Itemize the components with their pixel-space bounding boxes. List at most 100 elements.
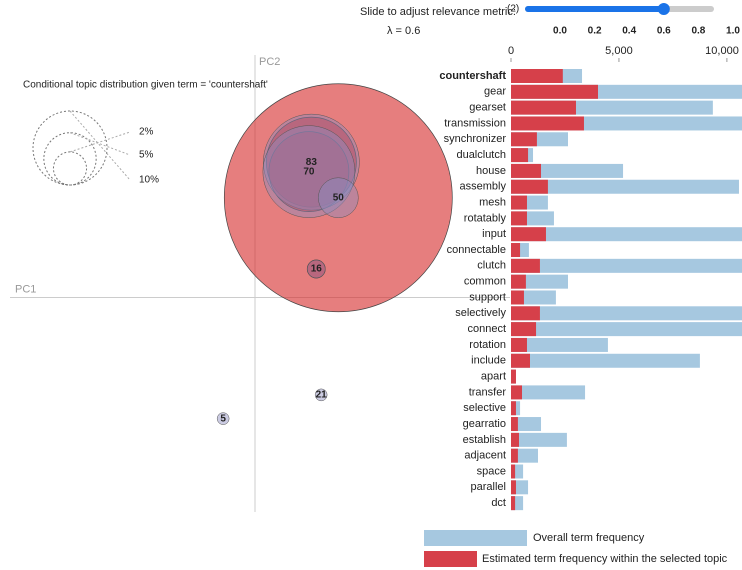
slider-note: (2) bbox=[507, 4, 519, 15]
pc1-label: PC1 bbox=[15, 283, 36, 295]
size-circle bbox=[43, 132, 97, 186]
bar bbox=[511, 195, 527, 210]
lambda: λ = 0.6 bbox=[387, 25, 420, 37]
bar bbox=[511, 337, 527, 352]
topic-label: 21 bbox=[316, 390, 328, 401]
term-label[interactable]: gearratio bbox=[463, 418, 506, 430]
bar bbox=[511, 258, 540, 273]
term-label[interactable]: clutch bbox=[477, 260, 506, 272]
term-label[interactable]: connect bbox=[467, 323, 506, 335]
term-label[interactable]: include bbox=[471, 355, 506, 367]
topic-label: 16 bbox=[311, 264, 323, 275]
pc2-label: PC2 bbox=[259, 56, 280, 68]
term-label[interactable]: connectable bbox=[447, 244, 506, 256]
size-legend-title: Conditional topic distribution given ter… bbox=[23, 80, 268, 91]
term-label[interactable]: rotation bbox=[469, 339, 506, 351]
term-label[interactable]: synchronizer bbox=[444, 133, 507, 145]
size-circle bbox=[32, 110, 108, 186]
term-label[interactable]: dualclutch bbox=[456, 149, 506, 161]
term-label[interactable]: transfer bbox=[469, 386, 507, 398]
term-label[interactable]: input bbox=[482, 228, 506, 240]
slider-label: Slide to adjust relevance metric: bbox=[360, 6, 516, 18]
topic-circle[interactable] bbox=[262, 125, 356, 218]
legend-swatch bbox=[424, 530, 527, 546]
term-label[interactable]: parallel bbox=[471, 481, 506, 493]
bar bbox=[511, 448, 518, 463]
size-circle bbox=[52, 151, 88, 186]
bar bbox=[511, 496, 516, 511]
bar bbox=[511, 306, 742, 321]
term-label[interactable]: gear bbox=[484, 86, 506, 98]
bar bbox=[511, 163, 542, 178]
bar bbox=[511, 417, 518, 432]
bar bbox=[511, 353, 530, 368]
size-leader bbox=[69, 132, 131, 156]
size-leader bbox=[69, 131, 131, 153]
bar bbox=[511, 148, 529, 163]
bar bbox=[511, 464, 516, 479]
term-label[interactable]: assembly bbox=[460, 181, 507, 193]
bar bbox=[511, 417, 542, 432]
term-circle bbox=[268, 131, 350, 212]
term-label[interactable]: selective bbox=[463, 402, 506, 414]
term-label[interactable]: countershaft bbox=[439, 70, 506, 82]
bar bbox=[511, 69, 563, 83]
term-label[interactable]: common bbox=[464, 276, 506, 288]
topic-circle[interactable] bbox=[314, 388, 328, 402]
term-label[interactable]: adjacent bbox=[464, 450, 506, 462]
size-label: 5% bbox=[139, 150, 154, 161]
bar bbox=[511, 432, 519, 447]
bar bbox=[511, 179, 548, 194]
bar bbox=[511, 116, 584, 131]
slider-knob[interactable] bbox=[657, 3, 670, 15]
bar bbox=[511, 353, 700, 368]
bar bbox=[511, 432, 567, 447]
x-tick-label: 10,000 bbox=[705, 45, 739, 57]
bar bbox=[511, 322, 742, 337]
bar bbox=[511, 290, 524, 305]
bar bbox=[511, 179, 739, 194]
bar bbox=[511, 274, 526, 289]
bar bbox=[511, 369, 516, 384]
slider-tick-label: 0.8 bbox=[691, 26, 705, 37]
bar bbox=[511, 337, 608, 352]
legend-label: Overall term frequency bbox=[533, 532, 645, 544]
term-label[interactable]: support bbox=[469, 291, 506, 303]
term-label[interactable]: rotatably bbox=[464, 212, 507, 224]
term-label[interactable]: space bbox=[477, 465, 506, 477]
bar bbox=[511, 211, 527, 226]
size-leader bbox=[69, 110, 131, 181]
bar bbox=[511, 243, 521, 258]
term-label[interactable]: house bbox=[476, 165, 506, 177]
topic-circle[interactable] bbox=[318, 177, 359, 218]
topic-label: 50 bbox=[333, 192, 345, 203]
term-label[interactable]: mesh bbox=[479, 196, 506, 208]
legend-label: Estimated term frequency within the sele… bbox=[482, 553, 728, 565]
term-label[interactable]: gearset bbox=[469, 102, 506, 114]
term-label[interactable]: dct bbox=[491, 497, 506, 509]
legend-swatch bbox=[424, 551, 477, 567]
term-label[interactable]: selectively bbox=[455, 307, 506, 319]
term-label[interactable]: establish bbox=[463, 434, 506, 446]
term-label[interactable]: apart bbox=[481, 370, 506, 382]
x-tick-label: 5,000 bbox=[605, 45, 633, 57]
size-label: 2% bbox=[139, 127, 154, 138]
topic-circle[interactable] bbox=[307, 259, 326, 279]
term-label[interactable]: transmission bbox=[444, 117, 506, 129]
bar bbox=[511, 258, 742, 273]
bar bbox=[511, 385, 586, 400]
bar bbox=[511, 322, 537, 337]
bars bbox=[511, 69, 742, 511]
x-tick-label: 0 bbox=[508, 45, 514, 57]
slider-tick-label: 0.6 bbox=[657, 26, 671, 37]
topic-circle[interactable] bbox=[216, 412, 230, 425]
slider-tick-label: 0.0 bbox=[553, 26, 567, 37]
bar bbox=[511, 306, 540, 321]
size-label: 10% bbox=[139, 175, 159, 186]
slider-tick-label: 1.0 bbox=[726, 26, 740, 37]
bar bbox=[511, 385, 523, 400]
bar bbox=[511, 100, 576, 115]
slider-tick-label: 0.2 bbox=[588, 26, 602, 37]
topic-circle[interactable] bbox=[263, 113, 360, 211]
